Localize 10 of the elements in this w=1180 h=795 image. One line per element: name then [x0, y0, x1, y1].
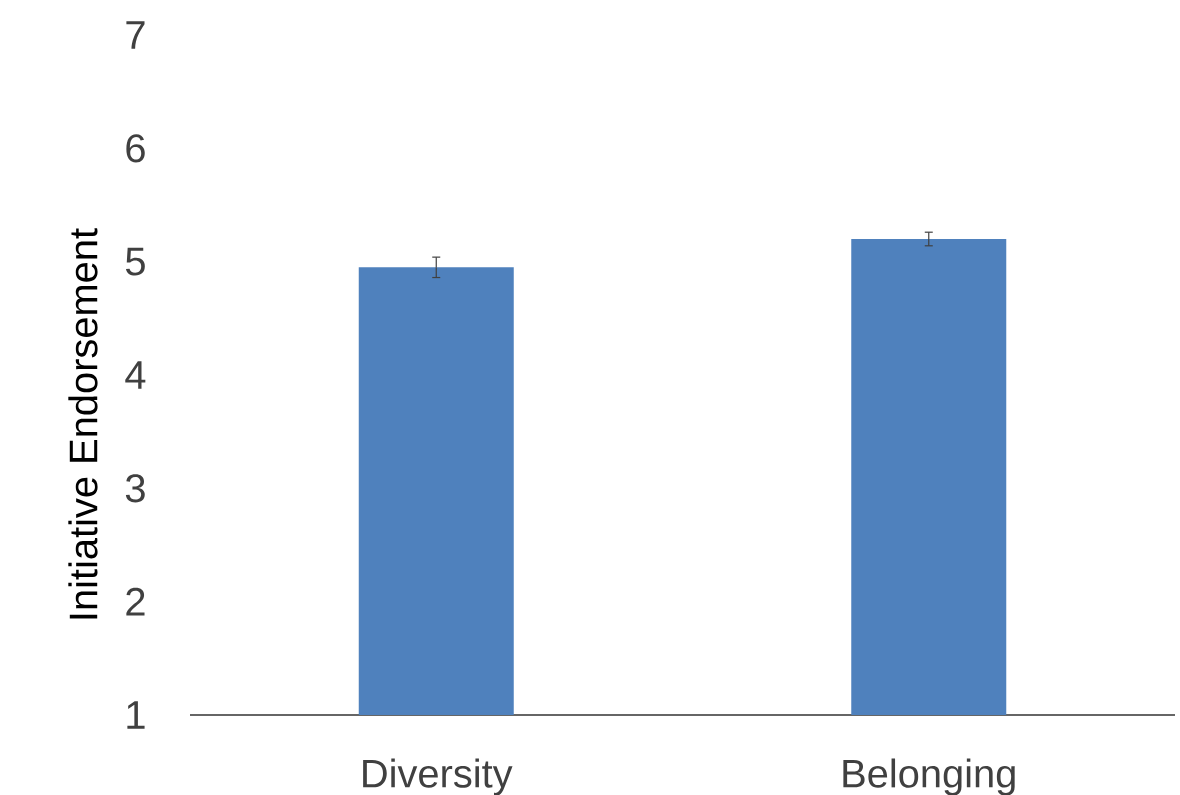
- x-tick-label: Diversity: [363, 758, 513, 795]
- y-tick-label: 3: [125, 474, 145, 503]
- y-tick-label: 4: [125, 361, 146, 389]
- y-tick-label: 1: [127, 701, 145, 729]
- y-tick-label: 6: [126, 134, 145, 163]
- y-axis-title: Initiative Endorsement: [68, 228, 98, 619]
- y-tick-label: 2: [126, 587, 145, 616]
- y-tick-label: 5: [125, 247, 145, 276]
- x-tick-label: Belonging: [843, 758, 1015, 795]
- y-tick-label: 7: [126, 21, 145, 49]
